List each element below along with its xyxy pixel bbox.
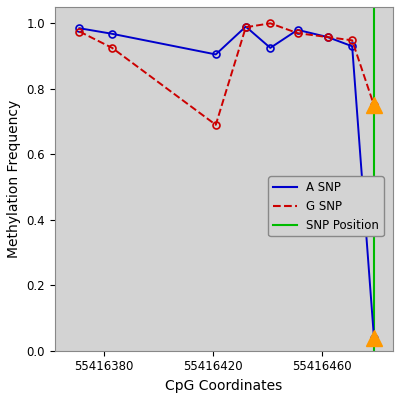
X-axis label: CpG Coordinates: CpG Coordinates (165, 379, 282, 393)
Y-axis label: Methylation Frequency: Methylation Frequency (7, 100, 21, 258)
Legend: A SNP, G SNP, SNP Position: A SNP, G SNP, SNP Position (268, 176, 384, 236)
